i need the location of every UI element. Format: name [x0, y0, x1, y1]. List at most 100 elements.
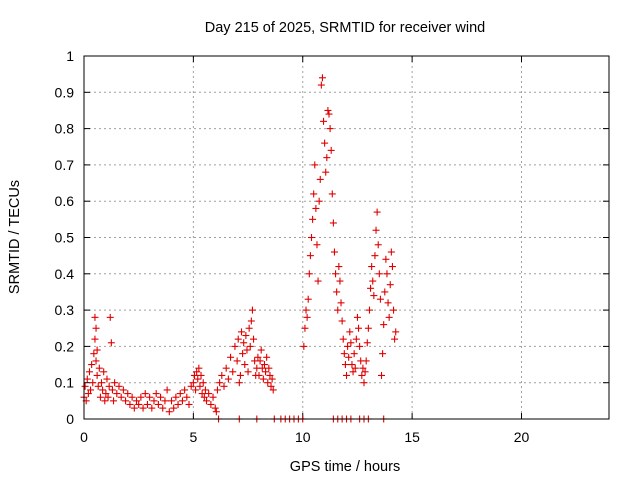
- data-point: [328, 190, 336, 198]
- data-point: [207, 400, 215, 408]
- data-point: [119, 386, 127, 394]
- data-point: [198, 390, 206, 398]
- x-tick-label: 0: [80, 429, 88, 445]
- data-point: [211, 404, 219, 412]
- data-point: [367, 284, 375, 292]
- y-tick-label: 0.2: [55, 338, 75, 354]
- data-point: [159, 404, 167, 412]
- data-point: [324, 106, 332, 114]
- data-point: [92, 357, 100, 365]
- data-point: [258, 364, 266, 372]
- data-point: [130, 404, 138, 412]
- data-point: [220, 382, 228, 390]
- data-point: [250, 335, 258, 343]
- data-point: [100, 368, 108, 376]
- data-point: [262, 368, 270, 376]
- y-tick-label: 0.4: [55, 266, 75, 282]
- data-point: [334, 306, 342, 314]
- data-point: [105, 382, 113, 390]
- data-point: [350, 350, 358, 358]
- data-point: [305, 270, 313, 278]
- data-point: [254, 353, 262, 361]
- x-tick-label: 10: [295, 429, 311, 445]
- data-point: [312, 204, 320, 212]
- data-point: [189, 379, 197, 387]
- data-point: [172, 393, 180, 401]
- data-point: [244, 368, 252, 376]
- data-point: [241, 361, 249, 369]
- y-tick-label: 0: [66, 411, 74, 427]
- x-tick-label: 15: [404, 429, 420, 445]
- data-point: [380, 321, 388, 329]
- data-point: [385, 313, 393, 321]
- data-point: [311, 161, 319, 169]
- data-point: [135, 400, 143, 408]
- data-point: [209, 393, 217, 401]
- data-point: [146, 393, 154, 401]
- data-point: [89, 379, 97, 387]
- data-point: [386, 281, 394, 289]
- data-point: [259, 375, 267, 383]
- y-tick-label: 0.7: [55, 157, 75, 173]
- data-point: [260, 361, 268, 369]
- data-point: [168, 397, 175, 405]
- data-point: [108, 386, 116, 394]
- data-point: [128, 393, 136, 401]
- data-point: [205, 390, 213, 398]
- data-point: [195, 364, 203, 372]
- data-point: [218, 371, 226, 379]
- data-point: [185, 400, 193, 408]
- y-tick-label: 1: [66, 48, 74, 64]
- data-point: [304, 295, 312, 303]
- data-point: [213, 386, 221, 394]
- data-point: [267, 382, 275, 390]
- data-point: [313, 241, 321, 249]
- data-point: [303, 313, 311, 321]
- data-point: [91, 313, 99, 321]
- data-point: [137, 393, 145, 401]
- data-point: [302, 306, 310, 314]
- data-point: [235, 379, 243, 387]
- data-point: [199, 379, 207, 387]
- data-point: [91, 335, 99, 343]
- data-point: [346, 328, 354, 336]
- data-point: [391, 335, 399, 343]
- data-point: [321, 139, 329, 147]
- data-point: [376, 295, 384, 303]
- data-point: [192, 386, 200, 394]
- data-point: [231, 342, 239, 350]
- data-point: [227, 353, 235, 361]
- data-point: [88, 361, 96, 369]
- axis-ticks: 00.10.20.30.40.50.60.70.80.910 5 10 15 20: [55, 48, 609, 445]
- data-point: [358, 371, 366, 379]
- data-point: [111, 379, 119, 387]
- data-point: [203, 397, 210, 405]
- data-point: [247, 317, 255, 325]
- data-point: [141, 390, 149, 398]
- data-point: [98, 379, 105, 387]
- data-point: [170, 404, 178, 412]
- data-point: [193, 368, 201, 376]
- data-point: [107, 339, 115, 347]
- data-point: [194, 375, 202, 383]
- y-tick-label: 0.9: [55, 84, 75, 100]
- data-point: [87, 386, 95, 394]
- data-point: [124, 390, 132, 398]
- data-point: [143, 400, 151, 408]
- x-tick-label: 20: [514, 429, 530, 445]
- data-point: [94, 382, 102, 390]
- data-point: [359, 364, 367, 372]
- grid-lines: [84, 56, 609, 419]
- data-point: [126, 400, 134, 408]
- data-point: [323, 154, 331, 162]
- data-point: [370, 292, 378, 300]
- data-point: [157, 393, 165, 401]
- data-point: [316, 175, 324, 183]
- data-point: [264, 379, 272, 387]
- data-point: [268, 375, 276, 383]
- data-point: [368, 263, 376, 271]
- data-point: [333, 288, 341, 296]
- data-point: [338, 317, 346, 325]
- data-point: [102, 390, 110, 398]
- data-point: [93, 371, 101, 379]
